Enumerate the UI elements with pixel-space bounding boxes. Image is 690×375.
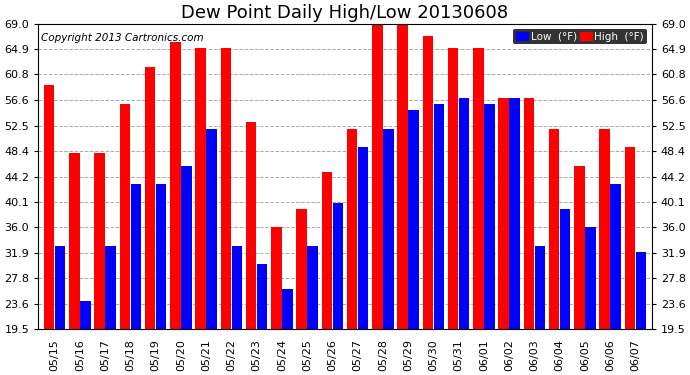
Bar [498, 98, 509, 329]
Bar [156, 184, 166, 329]
Bar [80, 302, 90, 329]
Bar [433, 104, 444, 329]
Bar [195, 48, 206, 329]
Bar [69, 153, 79, 329]
Bar [635, 252, 647, 329]
Bar [358, 147, 368, 329]
Bar [585, 227, 595, 329]
Bar [422, 36, 433, 329]
Legend: Low  (°F), High  (°F): Low (°F), High (°F) [513, 29, 647, 44]
Bar [624, 147, 635, 329]
Bar [206, 129, 217, 329]
Bar [600, 129, 610, 329]
Bar [145, 67, 155, 329]
Bar [43, 86, 55, 329]
Bar [574, 166, 584, 329]
Bar [448, 48, 458, 329]
Bar [106, 246, 116, 329]
Bar [95, 153, 105, 329]
Bar [55, 246, 66, 329]
Bar [119, 104, 130, 329]
Bar [524, 98, 534, 329]
Bar [509, 98, 520, 329]
Bar [459, 98, 469, 329]
Bar [130, 184, 141, 329]
Title: Dew Point Daily High/Low 20130608: Dew Point Daily High/Low 20130608 [181, 4, 509, 22]
Bar [221, 48, 231, 329]
Bar [296, 209, 307, 329]
Bar [611, 184, 621, 329]
Bar [372, 24, 383, 329]
Bar [271, 227, 282, 329]
Bar [484, 104, 495, 329]
Bar [560, 209, 571, 329]
Bar [246, 122, 257, 329]
Bar [408, 110, 419, 329]
Bar [333, 202, 343, 329]
Bar [473, 48, 484, 329]
Bar [383, 129, 394, 329]
Bar [282, 289, 293, 329]
Bar [307, 246, 318, 329]
Bar [181, 166, 192, 329]
Bar [257, 264, 268, 329]
Bar [232, 246, 242, 329]
Bar [535, 246, 545, 329]
Text: Copyright 2013 Cartronics.com: Copyright 2013 Cartronics.com [41, 33, 204, 43]
Bar [549, 129, 560, 329]
Bar [347, 129, 357, 329]
Bar [397, 24, 408, 329]
Bar [170, 42, 181, 329]
Bar [322, 172, 332, 329]
